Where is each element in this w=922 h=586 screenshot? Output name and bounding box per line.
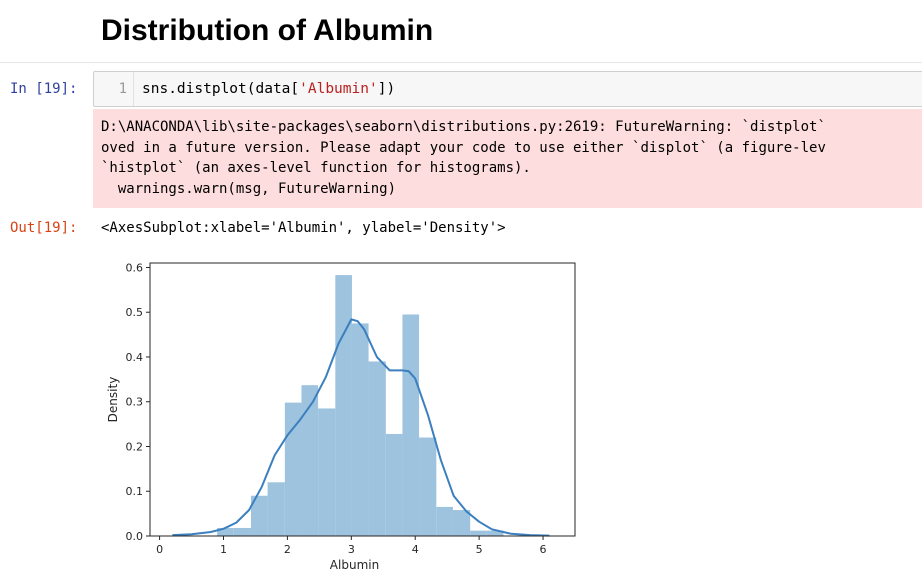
x-axis-label: Albumin <box>330 558 379 572</box>
x-tick-label: 3 <box>348 543 355 556</box>
histogram-bar <box>486 530 504 536</box>
x-tick-label: 2 <box>284 543 291 556</box>
code-string-literal: 'Albumin' <box>299 81 378 97</box>
kde-line <box>172 318 550 537</box>
line-number: 1 <box>94 72 134 106</box>
stderr-line: warnings.warn(msg, FutureWarning) <box>101 180 397 197</box>
histogram-bar <box>217 527 234 536</box>
code-line[interactable]: sns.distplot(data['Albumin']) <box>142 72 395 106</box>
code-prefix: sns.distplot(data[ <box>142 81 300 97</box>
page-title: Distribution of Albumin <box>101 14 434 47</box>
code-suffix: ]) <box>377 81 396 97</box>
histogram-bar <box>402 314 420 536</box>
y-tick-label: 0.4 <box>126 351 144 364</box>
y-tick-label: 0.0 <box>126 530 144 543</box>
y-tick-label: 0.6 <box>126 261 144 274</box>
y-tick-label: 0.2 <box>126 440 144 453</box>
axes-frame <box>149 262 576 537</box>
histogram-bar <box>284 402 302 536</box>
histogram-bar <box>318 408 336 536</box>
histogram-bar <box>385 433 403 536</box>
histogram-bar <box>419 437 437 536</box>
x-tick-label: 0 <box>156 543 163 556</box>
input-prompt: In [19]: <box>10 81 78 97</box>
x-tick-label: 4 <box>412 543 419 556</box>
histogram-bar <box>233 527 251 536</box>
histogram-bar <box>250 495 268 536</box>
histogram-bar <box>267 482 285 536</box>
x-tick-label: 1 <box>220 543 227 556</box>
heading-divider <box>0 62 922 63</box>
stderr-output: D:\ANACONDA\lib\site-packages\seaborn\di… <box>93 109 922 208</box>
y-tick-label: 0.1 <box>126 485 144 498</box>
y-tick-label: 0.3 <box>126 396 144 409</box>
histogram-bar <box>436 506 453 536</box>
histogram-bar <box>335 275 352 536</box>
stderr-line: `histplot` (an axes-level function for h… <box>101 160 531 176</box>
histogram-bar <box>452 510 471 536</box>
output-prompt: Out[19]: <box>10 220 78 236</box>
code-cell-input[interactable]: 1 sns.distplot(data['Albumin']) <box>93 71 922 107</box>
x-tick-label: 6 <box>540 543 547 556</box>
histogram-bar <box>351 323 369 536</box>
y-axis-label: Density <box>106 377 120 423</box>
histogram-bar <box>368 361 386 536</box>
stderr-line: oved in a future version. Please adapt y… <box>101 139 826 156</box>
y-tick-label: 0.5 <box>126 306 144 319</box>
stderr-line: D:\ANACONDA\lib\site-packages\seaborn\di… <box>101 119 826 135</box>
distplot-chart: 0.0 0.1 0.2 0.3 0.4 0.5 0.6 0 1 2 3 4 5 6 Albumin Densi… <box>106 261 576 572</box>
x-tick-label: 5 <box>476 543 483 556</box>
histogram-bar <box>301 385 319 536</box>
output-repr: <AxesSubplot:xlabel='Albumin', ylabel='D… <box>101 220 506 236</box>
histogram-bar <box>470 530 487 536</box>
